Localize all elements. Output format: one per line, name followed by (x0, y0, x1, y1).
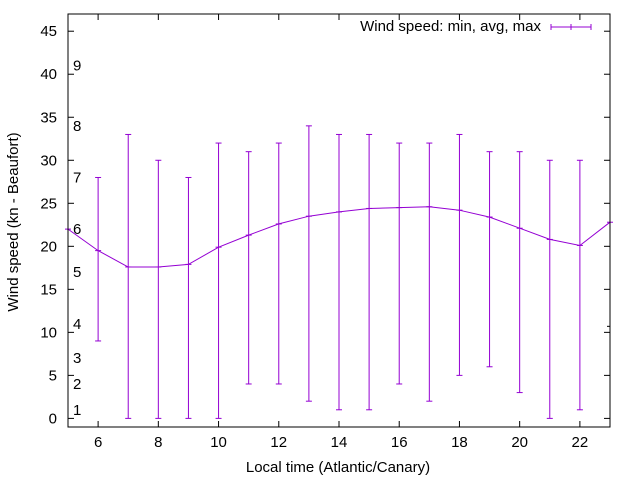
beaufort-label: 4 (73, 316, 81, 333)
beaufort-label: 9 (73, 58, 81, 75)
x-tick-label: 8 (154, 434, 162, 451)
legend-label: Wind speed: min, avg, max (360, 18, 541, 35)
y-axis-label: Wind speed (kn - Beaufort) (5, 132, 22, 311)
y-tick-label: 5 (49, 367, 57, 384)
axis-ticks (68, 14, 610, 427)
x-tick-label: 6 (94, 434, 102, 451)
x-tick-label: 10 (210, 434, 227, 451)
y-tick-label: 35 (40, 109, 57, 126)
y-tick-label: 20 (40, 238, 57, 255)
series-layer (65, 125, 613, 419)
y-tick-label: 0 (49, 410, 57, 427)
y-tick-label: 10 (40, 324, 57, 341)
x-axis-label: Local time (Atlantic/Canary) (246, 459, 430, 476)
y-tick-label: 30 (40, 152, 57, 169)
plot-frame (67, 13, 611, 428)
x-tick-label: 20 (511, 434, 528, 451)
beaufort-label: 1 (73, 402, 81, 419)
x-tick-label: 18 (451, 434, 468, 451)
y-tick-label: 45 (40, 23, 57, 40)
y-tick-label: 15 (40, 281, 57, 298)
x-tick-label: 12 (270, 434, 287, 451)
y-tick-label: 40 (40, 66, 57, 83)
beaufort-scale-labels: 1 2 3 4 5 6 7 8 9 (73, 58, 610, 419)
beaufort-label: 8 (73, 118, 81, 135)
beaufort-label: 7 (73, 169, 81, 186)
beaufort-label: 2 (73, 376, 81, 393)
beaufort-label: 3 (73, 350, 81, 367)
beaufort-label: 6 (73, 221, 81, 238)
x-tick-label: 16 (391, 434, 408, 451)
x-tick-label: 22 (572, 434, 589, 451)
legend: Wind speed: min, avg, max (360, 18, 592, 35)
x-tick-label: 14 (331, 434, 348, 451)
beaufort-label: 5 (73, 264, 81, 281)
y-tick-label: 25 (40, 195, 57, 212)
